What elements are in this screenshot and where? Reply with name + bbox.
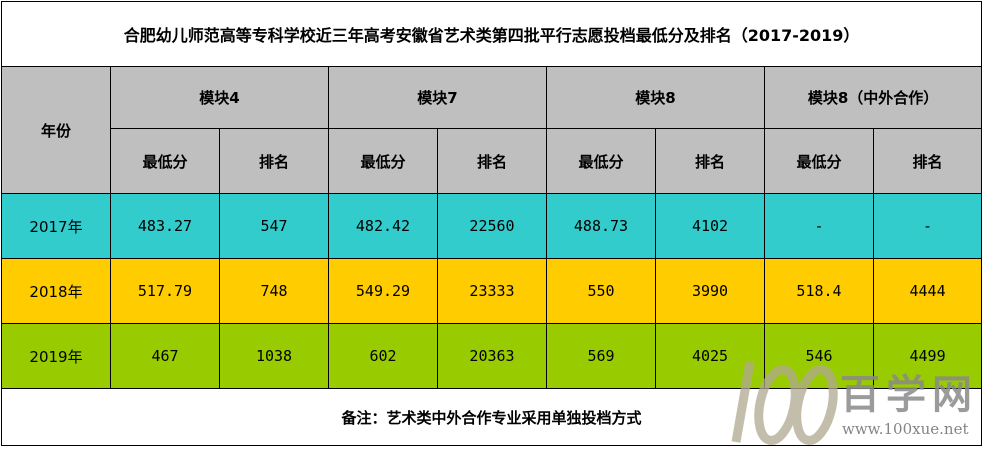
min-score-header: 最低分 (110, 128, 220, 194)
table-cell: 550 (546, 258, 656, 324)
table-cell: 549.29 (328, 258, 438, 324)
module-7-header: 模块7 (328, 66, 547, 129)
score-table: 合肥幼儿师范高等专科学校近三年高考安徽省艺术类第四批平行志愿投档最低分及排名（2… (0, 1, 983, 446)
table-cell: 4025 (655, 323, 765, 389)
min-score-header: 最低分 (328, 128, 438, 194)
module-8-header: 模块8 (546, 66, 765, 129)
table-cell: 569 (546, 323, 656, 389)
rank-header: 排名 (437, 128, 547, 194)
module-4-header: 模块4 (110, 66, 329, 129)
table-cell: 748 (219, 258, 329, 324)
table-cell: - (872, 193, 983, 259)
table-cell: 4499 (872, 323, 983, 389)
year-header: 年份 (1, 66, 111, 194)
table-cell: 546 (764, 323, 874, 389)
table-cell: 602 (328, 323, 438, 389)
table-cell: 4102 (655, 193, 765, 259)
min-score-header: 最低分 (764, 128, 874, 194)
table-cell: 467 (110, 323, 220, 389)
year-cell: 2019年 (1, 323, 111, 389)
table-note: 备注：艺术类中外合作专业采用单独投档方式 (0, 388, 983, 446)
table-cell: 488.73 (546, 193, 656, 259)
table-row: 2017年 483.27 547 482.42 22560 488.73 410… (1, 193, 983, 259)
min-score-header: 最低分 (546, 128, 656, 194)
table-cell: 547 (219, 193, 329, 259)
table-cell: 517.79 (110, 258, 220, 324)
table-cell: 483.27 (110, 193, 220, 259)
table-cell: - (764, 193, 874, 259)
table-row: 2019年 467 1038 602 20363 569 4025 546 44… (1, 323, 983, 389)
table-cell: 482.42 (328, 193, 438, 259)
rank-header: 排名 (872, 128, 983, 194)
rank-header: 排名 (655, 128, 765, 194)
table-cell: 4444 (872, 258, 983, 324)
module-8-intl-header: 模块8（中外合作） (763, 66, 983, 129)
table-row: 2018年 517.79 748 549.29 23333 550 3990 5… (1, 258, 983, 324)
year-cell: 2017年 (1, 193, 111, 259)
table-cell: 1038 (219, 323, 329, 389)
table-cell: 23333 (437, 258, 547, 324)
table-cell: 22560 (437, 193, 547, 259)
rank-header: 排名 (219, 128, 329, 194)
table-title: 合肥幼儿师范高等专科学校近三年高考安徽省艺术类第四批平行志愿投档最低分及排名（2… (0, 1, 983, 67)
table-cell: 3990 (655, 258, 765, 324)
table-cell: 20363 (437, 323, 547, 389)
year-cell: 2018年 (1, 258, 111, 324)
table-cell: 518.4 (764, 258, 874, 324)
